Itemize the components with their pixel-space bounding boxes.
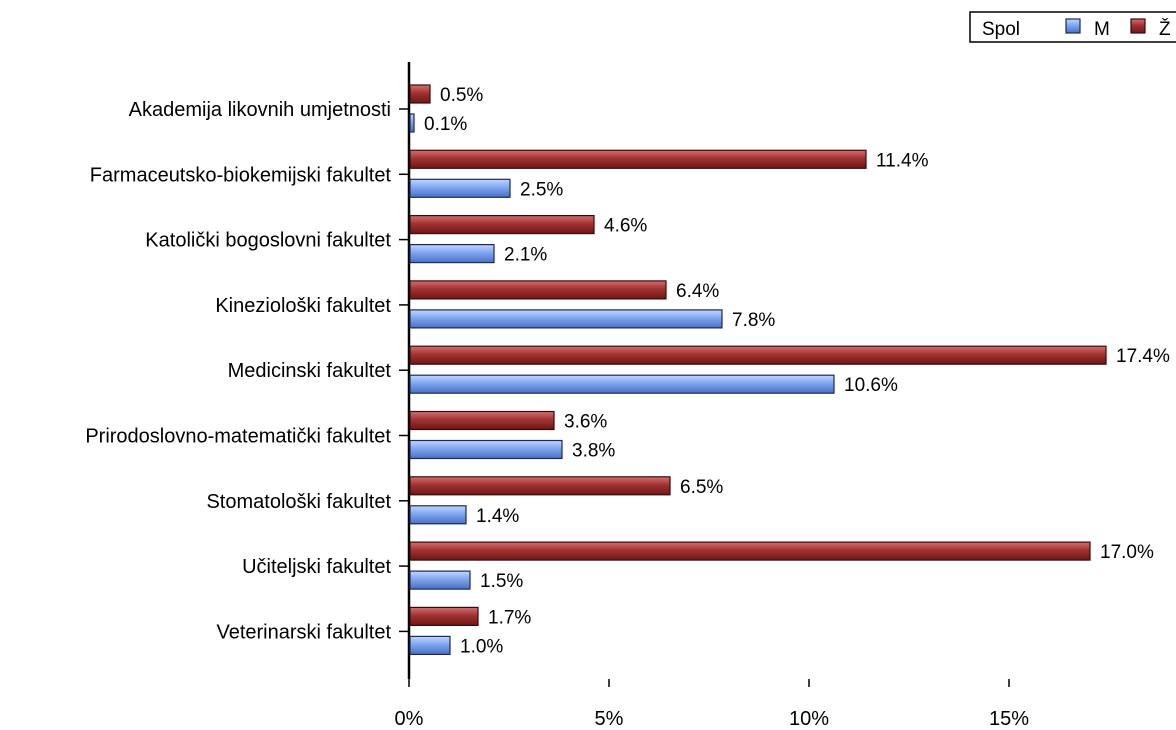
bar-m <box>409 309 723 329</box>
bar-m <box>409 244 495 264</box>
data-label-m: 1.4% <box>476 506 519 527</box>
x-tick-label: 10% <box>789 708 829 730</box>
bar-m <box>409 439 563 460</box>
bar-f <box>409 606 479 627</box>
category-label: Prirodoslovno-matematički fakultet <box>85 426 391 448</box>
category-label: Učiteljski fakultet <box>242 556 391 578</box>
x-tick-label: 5% <box>595 708 624 730</box>
data-label-f: 6.5% <box>680 477 723 498</box>
data-label-f: 1.7% <box>488 607 531 628</box>
x-tick-label: 15% <box>989 708 1029 730</box>
data-label-f: 0.5% <box>440 85 483 106</box>
bar-m <box>409 635 451 656</box>
category-label: Akademija likovnih umjetnosti <box>129 99 391 121</box>
legend-label-f: Ž <box>1159 18 1171 40</box>
bar-m <box>409 374 835 394</box>
data-label-m: 0.1% <box>424 114 467 135</box>
bar-f <box>409 280 667 300</box>
plot-area: 0% 5% 10% 15% Akademija likovnih umjetnosti 0… <box>85 62 1170 730</box>
x-tick-label: 0% <box>395 708 424 730</box>
legend-swatch-f <box>1130 18 1146 34</box>
category-label: Veterinarski fakultet <box>216 621 391 643</box>
data-label-m: 2.5% <box>520 179 563 200</box>
bar-f <box>409 345 1107 365</box>
category-label: Katolički bogoslovni fakultet <box>145 230 391 252</box>
data-label-m: 1.0% <box>460 636 503 657</box>
legend-swatch-m <box>1065 18 1081 34</box>
data-label-m: 2.1% <box>504 245 547 266</box>
data-label-m: 3.8% <box>572 441 615 462</box>
data-label-m: 1.5% <box>480 571 523 592</box>
bar-f <box>409 215 595 235</box>
bar-f <box>409 84 431 104</box>
bar-f <box>409 149 867 169</box>
category-label: Kineziološki fakultet <box>215 295 391 317</box>
data-label-f: 4.6% <box>604 216 647 237</box>
category-label: Medicinski fakultet <box>228 360 392 382</box>
legend: Spol M Ž <box>969 11 1176 43</box>
category-label: Farmaceutsko-biokemijski fakultet <box>90 164 392 186</box>
legend-title: Spol <box>982 19 1020 40</box>
legend-label-m: M <box>1094 19 1110 40</box>
data-label-m: 10.6% <box>844 375 898 396</box>
category-label: Stomatološki fakultet <box>206 491 391 513</box>
data-label-f: 17.0% <box>1100 542 1154 563</box>
bar-f <box>409 476 671 496</box>
bar-m <box>409 505 467 525</box>
data-label-f: 3.6% <box>564 412 607 433</box>
data-label-m: 7.8% <box>732 310 775 331</box>
data-label-f: 11.4% <box>876 150 929 171</box>
bar-f <box>409 410 555 431</box>
bar-m <box>409 113 415 133</box>
data-label-f: 6.4% <box>676 281 719 302</box>
data-label-f: 17.4% <box>1116 346 1170 367</box>
bar-f <box>409 541 1091 561</box>
bar-m <box>409 570 471 590</box>
bar-m <box>409 178 511 198</box>
